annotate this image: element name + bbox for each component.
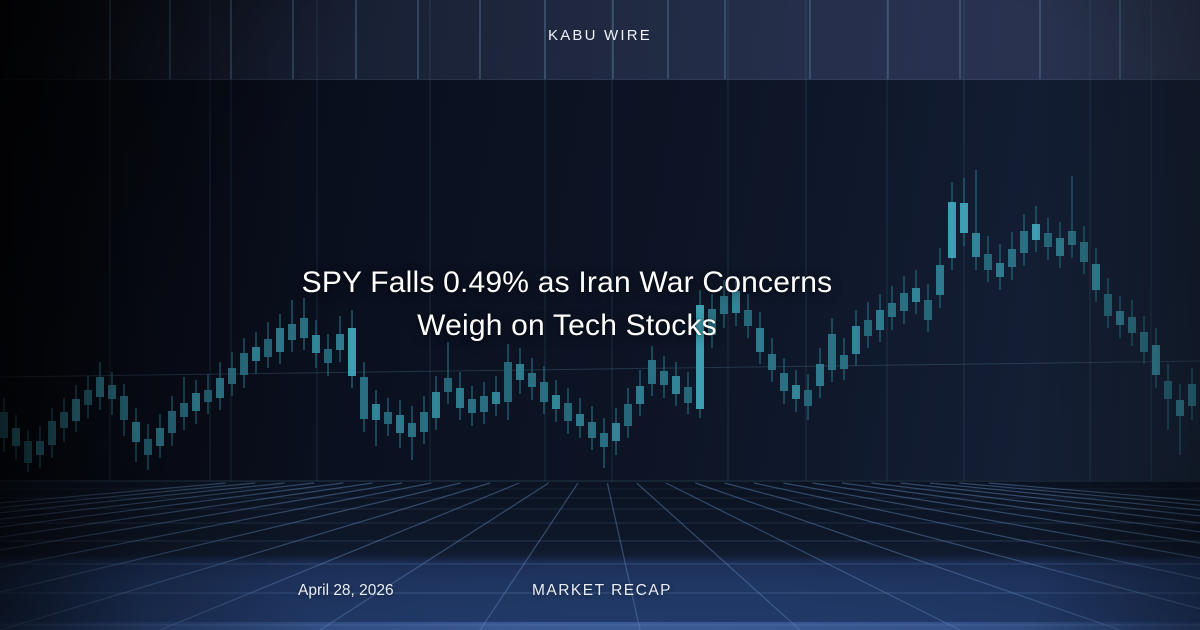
brand-label: KABU WIRE (548, 27, 652, 44)
date-label: April 28, 2026 (298, 582, 394, 599)
section-label: MARKET RECAP (531, 582, 673, 599)
headline: SPY Falls 0.49% as Iran War Concerns Wei… (0, 261, 1134, 347)
headline-line-2: Weigh on Tech Stocks (417, 309, 717, 342)
headline-line-1: SPY Falls 0.49% as Iran War Concerns (301, 266, 833, 299)
bottom-edge-glow (0, 622, 1200, 630)
